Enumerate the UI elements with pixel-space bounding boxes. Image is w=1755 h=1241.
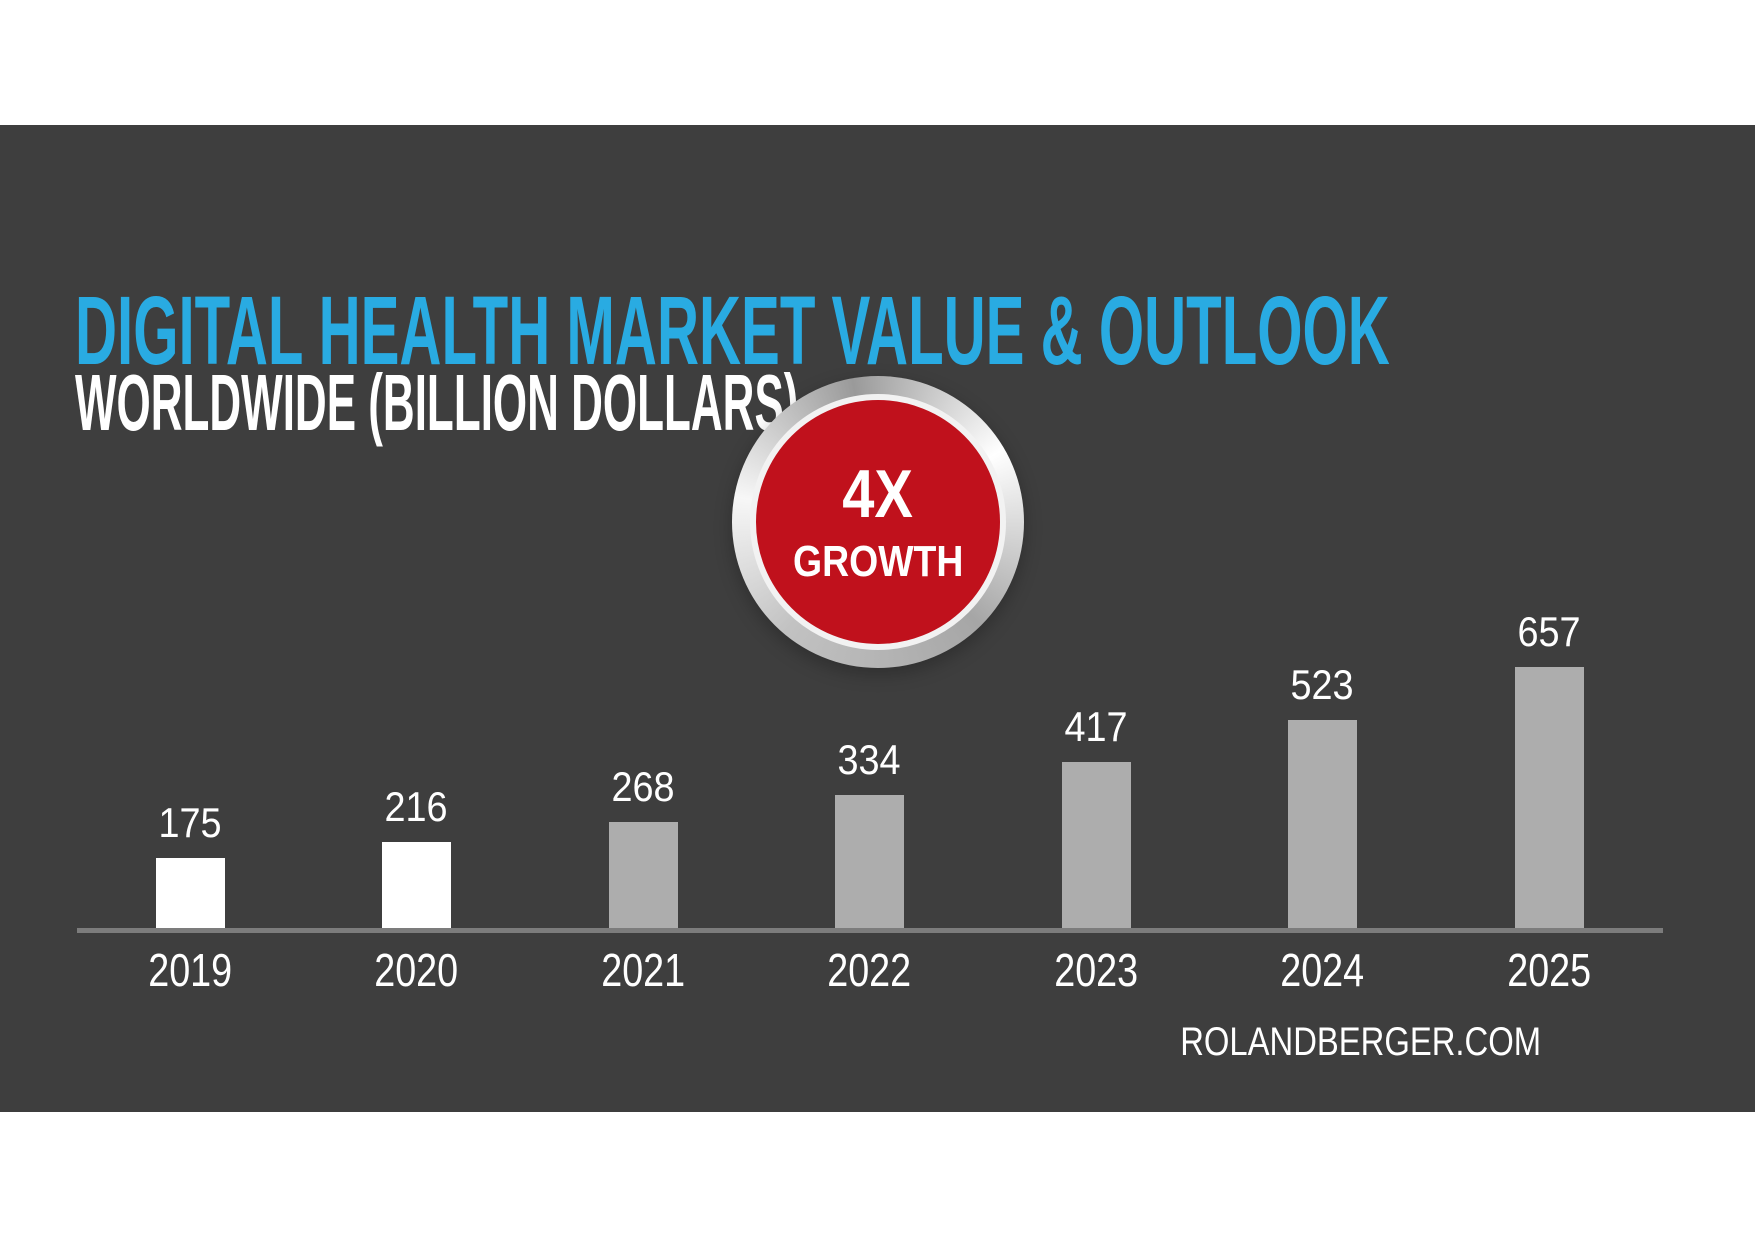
growth-label-text: GROWTH [792,537,964,586]
growth-badge: 4X GROWTH [732,376,1024,668]
bar-value-label: 417 [1064,703,1128,750]
chart-title: DIGITAL HEALTH MARKET VALUE & OUTLOOK [75,276,1390,385]
x-axis-tick-label: 2020 [374,944,459,996]
growth-badge-circle: 4X GROWTH [750,394,1006,650]
bar-value-label: 334 [837,736,902,783]
bar-value-label: 216 [384,783,449,830]
bar-value-label: 523 [1290,661,1355,708]
x-axis-line [77,928,1663,933]
bar-value-label: 175 [158,799,222,846]
source-url: ROLANDBERGER.COM [1180,1020,1541,1064]
x-axis-tick-label: 2019 [148,944,232,996]
chart-subtitle: WORLDWIDE (BILLION DOLLARS) [75,358,799,447]
growth-multiplier-text: 4X [842,456,914,532]
bar-2022 [835,795,904,928]
x-axis-tick-label: 2023 [1054,944,1138,996]
bar-2021 [608,822,678,928]
chart-panel: DIGITAL HEALTH MARKET VALUE & OUTLOOK WO… [0,125,1755,1112]
bar-2023 [1061,762,1131,928]
bar-value-label: 657 [1517,608,1581,655]
bar-2024 [1288,720,1357,928]
bar-2019 [155,858,225,928]
x-axis-tick-label: 2024 [1280,944,1365,996]
bar-2025 [1514,667,1584,928]
bar-2020 [382,842,451,928]
x-axis-tick-label: 2022 [827,944,912,996]
bar-value-label: 268 [611,763,675,810]
x-axis-tick-label: 2021 [601,944,685,996]
x-axis-tick-label: 2025 [1507,944,1591,996]
